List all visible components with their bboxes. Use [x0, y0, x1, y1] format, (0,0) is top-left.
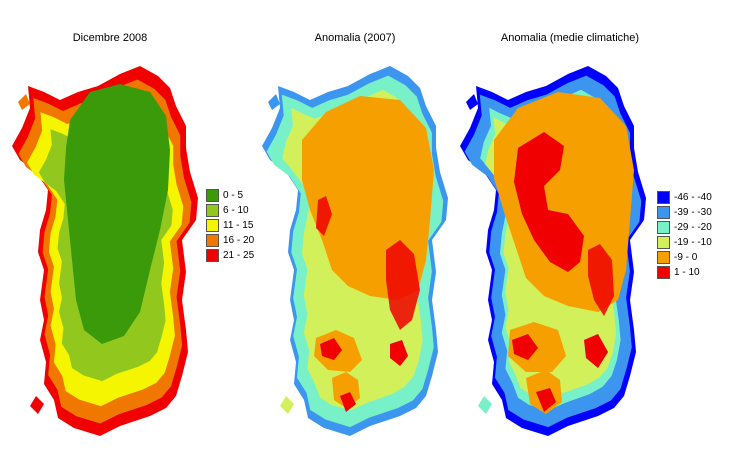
legend-item: -39 - -30	[657, 205, 712, 220]
legend-swatch	[657, 191, 670, 204]
legend-item: 1 - 10	[657, 265, 712, 280]
map-title-december-2008: Dicembre 2008	[72, 32, 148, 44]
legend-label: 21 - 25	[223, 250, 255, 261]
legend-swatch	[206, 249, 219, 262]
legend-item: 11 - 15	[206, 218, 254, 233]
legend-label: 1 - 10	[674, 267, 700, 278]
legend-item: 6 - 10	[206, 203, 254, 218]
map-title-anomaly-climate-means: Anomalia (medie climatiche)	[500, 32, 640, 44]
legend-swatch	[657, 266, 670, 279]
legend-item: -9 - 0	[657, 250, 712, 265]
legend-swatch	[657, 236, 670, 249]
map-anomaly-climate-means	[460, 66, 646, 436]
mountain-core-region	[64, 84, 170, 344]
legend-swatch	[206, 189, 219, 202]
legend-item: 16 - 20	[206, 233, 254, 248]
legend-swatch	[657, 251, 670, 264]
legend-label: 6 - 10	[223, 205, 249, 216]
map-anomaly-2007	[262, 66, 448, 436]
legend-label: -29 - -20	[674, 222, 712, 233]
map-december-2008	[12, 66, 198, 436]
legend-label: 0 - 5	[223, 190, 244, 201]
legend-item: -46 - -40	[657, 190, 712, 205]
legend-swatch	[657, 206, 670, 219]
legend-swatch	[657, 221, 670, 234]
legend-december-2008: 0 - 5 6 - 10 11 - 15 16 - 20 21 - 25	[206, 188, 254, 263]
legend-item: -19 - -10	[657, 235, 712, 250]
legend-swatch	[206, 204, 219, 217]
legend-item: -29 - -20	[657, 220, 712, 235]
legend-item: 21 - 25	[206, 248, 254, 263]
legend-swatch	[206, 219, 219, 232]
legend-label: 16 - 20	[223, 235, 255, 246]
legend-label: -19 - -10	[674, 237, 712, 248]
legend-label: -9 - 0	[674, 252, 698, 263]
legend-item: 0 - 5	[206, 188, 254, 203]
legend-swatch	[206, 234, 219, 247]
legend-label: -46 - -40	[674, 192, 712, 203]
legend-label: -39 - -30	[674, 207, 712, 218]
map-title-anomaly-2007: Anomalia (2007)	[314, 32, 396, 44]
legend-label: 11 - 15	[223, 220, 254, 231]
positive-anomaly-region	[514, 132, 584, 272]
legend-anomaly: -46 - -40 -39 - -30 -29 - -20 -19 - -10 -9 -…	[657, 190, 712, 280]
